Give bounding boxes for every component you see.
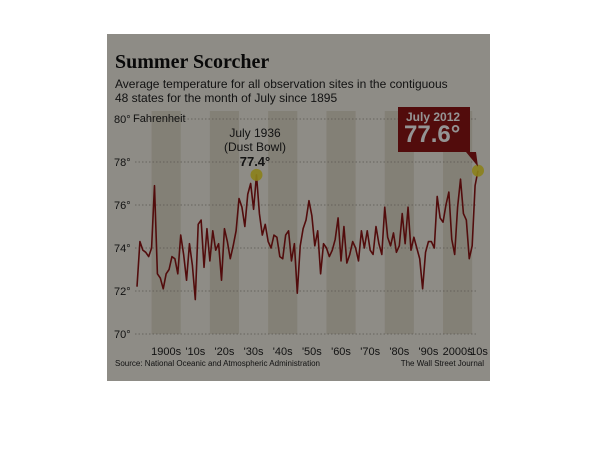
y-tick-label: 70° bbox=[114, 329, 131, 341]
x-tick-label: '30s bbox=[244, 346, 264, 358]
dust-bowl-date: July 1936 bbox=[229, 126, 281, 140]
chart-card: Summer Scorcher Average temperature for … bbox=[107, 34, 490, 381]
decade-band bbox=[326, 111, 356, 334]
y-tick-label: 80° bbox=[114, 114, 131, 126]
chart-title: Summer Scorcher bbox=[115, 51, 270, 73]
callout-value: 77.6° bbox=[404, 121, 461, 148]
y-axis-unit-label: Fahrenheit bbox=[133, 113, 186, 125]
source-note: Source: National Oceanic and Atmospheric… bbox=[115, 359, 320, 368]
x-tick-label: '10s bbox=[185, 346, 205, 358]
chart-subtitle-line-1: Average temperature for all observation … bbox=[115, 77, 448, 91]
x-tick-label: 2000s bbox=[443, 346, 473, 358]
decade-band bbox=[268, 111, 298, 334]
callout-date: July 2012 bbox=[406, 110, 461, 124]
dust-bowl-note: (Dust Bowl) bbox=[223, 140, 286, 154]
temperature-series-line bbox=[136, 170, 479, 301]
july-2012-callout: July 2012 77.6° bbox=[398, 107, 470, 152]
x-tick-label: '50s bbox=[302, 346, 322, 358]
x-tick-label: 1900s bbox=[151, 346, 181, 358]
line-chart: 70° 72° 74° 76° 78° 80° 1900s '10s '20s '30s '40s '… bbox=[114, 111, 488, 358]
callout-pointer bbox=[466, 152, 478, 167]
dust-bowl-annotation: July 1936 (Dust Bowl) 77.4° bbox=[206, 126, 304, 169]
y-tick-label: 74° bbox=[114, 243, 131, 255]
y-tick-label: 72° bbox=[114, 286, 131, 298]
july-2012-marker bbox=[472, 164, 484, 177]
x-tick-label: '20s bbox=[215, 346, 235, 358]
x-tick-label: '60s bbox=[331, 346, 351, 358]
x-tick-label: '40s bbox=[273, 346, 293, 358]
decade-band bbox=[209, 111, 240, 334]
x-tick-label: '70s bbox=[360, 346, 380, 358]
credit-note: The Wall Street Journal bbox=[400, 359, 484, 368]
x-tick-label: '10s bbox=[468, 346, 488, 358]
y-tick-label: 78° bbox=[114, 157, 131, 169]
dust-bowl-marker bbox=[250, 168, 263, 181]
x-tick-label: '80s bbox=[389, 346, 409, 358]
chart-subtitle-line-2: 48 states for the month of July since 18… bbox=[115, 91, 338, 105]
x-tick-label: '90s bbox=[419, 346, 439, 358]
dust-bowl-value: 77.4° bbox=[239, 154, 271, 169]
y-tick-label: 76° bbox=[114, 200, 131, 212]
